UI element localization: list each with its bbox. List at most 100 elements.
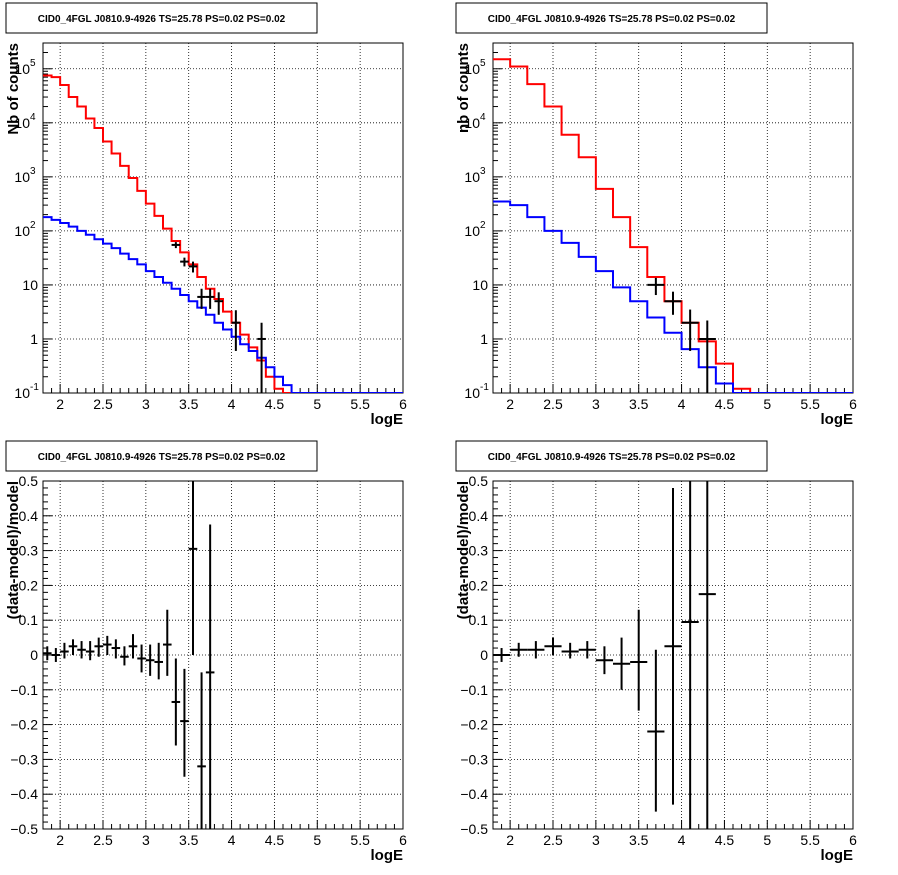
y-tick-label: 0.2 (19, 577, 39, 593)
data-point (595, 646, 613, 675)
x-tick-label: 4.5 (715, 832, 735, 848)
x-axis-label: logE (371, 411, 404, 428)
data-point (163, 609, 172, 676)
data-point (111, 639, 121, 659)
y-tick-label: 10 (14, 169, 30, 185)
y-tick-label: 10 (14, 115, 30, 131)
panel-bottom-right: 2 2.5 3 3.5 4 4.5 5 5.5 6 0.5 0.4 0.3 0.2 0.1 0 −0.1 −0.… (455, 440, 857, 864)
data-point (171, 242, 181, 249)
y-tick-label: 10 (464, 115, 480, 131)
y-tick-label: 0.1 (469, 612, 489, 628)
data-point (681, 309, 699, 351)
x-tick-label: 4 (228, 396, 236, 412)
y-tick-exponent: 5 (30, 58, 36, 69)
y-tick-label: 0.1 (19, 612, 39, 628)
y-tick-exponent: 4 (30, 112, 36, 123)
x-tick-label: 3 (592, 832, 600, 848)
y-tick-label: 0.5 (19, 473, 39, 489)
data-point (561, 642, 579, 659)
panel-bottom-left: 2 2.5 3 3.5 4 4.5 5 5.5 6 0.5 0.4 0.3 0.2 0.1 0 −0.1 −0.… (5, 440, 407, 864)
x-tick-label: 5.5 (800, 396, 820, 412)
data-point (94, 637, 103, 657)
x-tick-label: 6 (399, 832, 407, 848)
y-tick-label: −0.2 (460, 717, 488, 733)
y-tick-label: 0.3 (469, 543, 489, 559)
x-tick-label: 3.5 (179, 396, 199, 412)
y-tick-exponent: -1 (30, 382, 39, 393)
y-tick-label: −0.4 (460, 786, 488, 802)
title-box (455, 440, 768, 472)
y-tick-label: −0.2 (10, 717, 38, 733)
x-tick-label: 5 (763, 396, 771, 412)
y-tick-exponent: 2 (480, 220, 486, 231)
x-tick-label: 4.5 (265, 396, 285, 412)
y-tick-label: 1 (30, 331, 38, 347)
data-point (630, 609, 648, 711)
data-point (188, 261, 198, 273)
x-tick-label: 3.5 (629, 396, 649, 412)
data-point (137, 644, 146, 673)
chart-title: CID0_4FGL J0810.9-4926 TS=25.78 PS=0.02 … (488, 452, 736, 463)
x-tick-label: 5.5 (350, 832, 370, 848)
data-point (60, 642, 69, 659)
data-point (77, 641, 86, 659)
data-point (698, 481, 716, 829)
x-axis-label: logE (371, 847, 404, 864)
x-tick-label: 4.5 (715, 396, 735, 412)
histogram-line (43, 216, 403, 393)
data-point (120, 646, 129, 666)
data-point (544, 637, 562, 655)
x-tick-label: 5 (763, 832, 771, 848)
y-tick-label: 10 (464, 169, 480, 185)
x-axis-label: logE (821, 847, 854, 864)
x-tick-label: 5.5 (800, 832, 820, 848)
y-tick-label: 1 (480, 331, 488, 347)
x-tick-label: 2 (56, 832, 64, 848)
plot-data (43, 74, 403, 393)
x-tick-label: 6 (399, 396, 407, 412)
y-tick-label: 10 (464, 61, 480, 77)
data-point (231, 310, 241, 351)
x-tick-label: 5.5 (350, 396, 370, 412)
data-point (85, 641, 95, 661)
x-tick-label: 3 (142, 832, 150, 848)
y-tick-label: 10 (472, 277, 488, 293)
y-tick-exponent: 3 (480, 166, 486, 177)
y-tick-label: 10 (14, 385, 30, 401)
y-tick-label: 10 (464, 385, 480, 401)
x-tick-label: 2 (56, 396, 64, 412)
data-point (664, 487, 682, 805)
x-axis-label: logE (821, 411, 854, 428)
y-tick-label: 0.2 (469, 577, 489, 593)
y-tick-label: −0.3 (460, 751, 488, 767)
data-point (647, 277, 665, 296)
data-point (527, 641, 545, 659)
data-point (180, 257, 189, 267)
data-point (68, 639, 78, 655)
y-axis-label: nb of counts (455, 43, 472, 133)
x-tick-label: 4 (678, 396, 686, 412)
x-tick-label: 2 (506, 396, 514, 412)
data-point (647, 649, 665, 812)
data-point (214, 292, 223, 315)
data-point (171, 658, 181, 746)
x-tick-label: 2.5 (543, 396, 563, 412)
x-tick-label: 2.5 (93, 396, 113, 412)
y-tick-label: −0.4 (10, 786, 38, 802)
y-tick-label: 10 (14, 61, 30, 77)
y-tick-exponent: -1 (480, 382, 489, 393)
x-tick-label: 2 (506, 832, 514, 848)
y-tick-exponent: 3 (30, 166, 36, 177)
x-tick-label: 4 (678, 832, 686, 848)
x-tick-label: 3.5 (629, 832, 649, 848)
plot-data (493, 481, 716, 829)
y-tick-label: 10 (14, 223, 30, 239)
y-tick-label: 0 (480, 647, 488, 663)
data-point (698, 320, 716, 393)
chart-title: CID0_4FGL J0810.9-4926 TS=25.78 PS=0.02 … (38, 14, 286, 25)
y-tick-label: −0.1 (460, 682, 488, 698)
data-point (613, 637, 631, 690)
